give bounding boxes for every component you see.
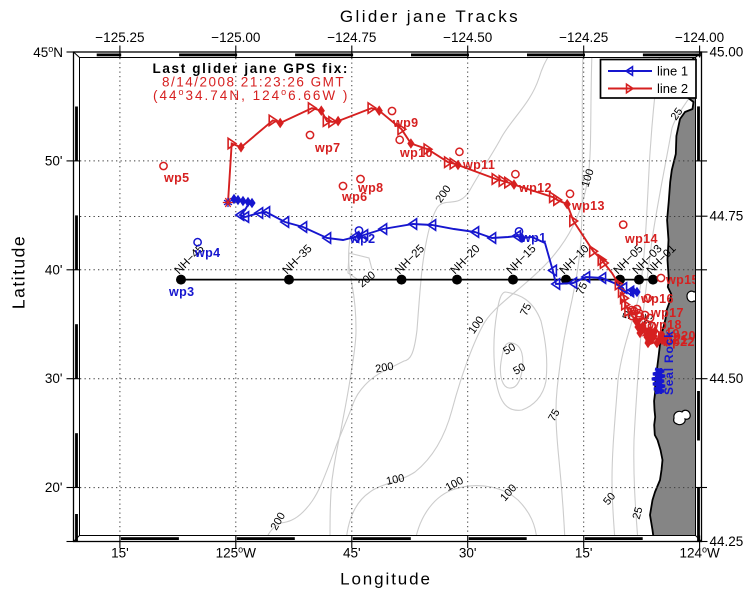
svg-text:wp14: wp14 (624, 232, 658, 246)
svg-text:100: 100 (580, 167, 597, 188)
svg-text:125oW: 125oW (216, 545, 257, 561)
svg-text:50: 50 (501, 341, 518, 358)
svg-text:100: 100 (385, 472, 405, 488)
svg-text:wp4: wp4 (194, 246, 221, 260)
svg-text:wp15: wp15 (665, 273, 699, 287)
svg-text:wp13: wp13 (571, 199, 605, 213)
svg-text:25: 25 (669, 106, 686, 123)
svg-text:wp21: wp21 (654, 333, 688, 347)
svg-text:Latitude: Latitude (9, 235, 29, 309)
svg-text:wp3: wp3 (168, 285, 195, 299)
svg-text:wp8: wp8 (357, 181, 384, 195)
svg-text:30': 30' (459, 546, 477, 561)
svg-text:8/14/2008 21:23:26 GMT: 8/14/2008 21:23:26 GMT (162, 75, 345, 90)
svg-text:−124.75: −124.75 (327, 30, 376, 45)
svg-text:Last glider jane GPS fix:: Last glider jane GPS fix: (153, 61, 350, 76)
svg-text:wp1: wp1 (520, 231, 547, 245)
svg-text:−124.50: −124.50 (443, 30, 492, 45)
svg-text:wp5: wp5 (163, 171, 190, 185)
svg-text:75: 75 (574, 281, 590, 297)
svg-text:Glider jane Tracks: Glider jane Tracks (340, 7, 520, 26)
svg-text:wp7: wp7 (314, 141, 341, 155)
svg-text:wp16: wp16 (640, 292, 674, 306)
svg-text:44.50: 44.50 (710, 371, 744, 386)
svg-text:25: 25 (631, 506, 646, 521)
svg-text:wp6: wp6 (341, 190, 368, 204)
svg-text:75: 75 (518, 302, 534, 318)
svg-text:−124.00: −124.00 (675, 30, 724, 45)
svg-text:wp10: wp10 (399, 146, 433, 160)
svg-text:wp11: wp11 (462, 158, 495, 172)
svg-text:wp19: wp19 (646, 327, 680, 341)
svg-text:Seal Rock: Seal Rock (662, 330, 676, 395)
svg-text:30': 30' (45, 371, 63, 386)
svg-text:15': 15' (111, 546, 129, 561)
svg-text:−125.25: −125.25 (95, 30, 144, 45)
svg-text:44.25: 44.25 (710, 534, 744, 549)
svg-text:15': 15' (575, 546, 593, 561)
svg-text:Longitude: Longitude (340, 570, 432, 589)
svg-text:50: 50 (511, 361, 528, 378)
svg-text:wp2: wp2 (349, 232, 376, 246)
svg-text:45.00: 45.00 (710, 45, 744, 60)
svg-text:wp9: wp9 (392, 116, 419, 130)
svg-text:−124.25: −124.25 (559, 30, 608, 45)
svg-text:45': 45' (343, 546, 361, 561)
svg-text:40': 40' (45, 262, 63, 277)
svg-text:wp12: wp12 (518, 181, 552, 195)
svg-text:wp17: wp17 (650, 306, 684, 320)
svg-text:wp22: wp22 (661, 335, 695, 349)
svg-text:75: 75 (546, 407, 563, 424)
svg-text:200: 200 (374, 361, 394, 376)
svg-text:line 2: line 2 (657, 81, 688, 96)
svg-text:50': 50' (45, 153, 63, 168)
svg-text:124oW: 124oW (679, 545, 720, 561)
svg-text:wp20: wp20 (662, 329, 696, 343)
svg-text:−125.00: −125.00 (211, 30, 260, 45)
svg-text:line 1: line 1 (657, 64, 688, 79)
svg-text:20': 20' (45, 480, 63, 495)
svg-text:wp18: wp18 (648, 318, 682, 332)
svg-text:(44o34.74N, 124o6.66W ): (44o34.74N, 124o6.66W ) (153, 87, 349, 103)
svg-text:45oN: 45oN (33, 44, 63, 60)
svg-text:44.75: 44.75 (710, 209, 744, 224)
